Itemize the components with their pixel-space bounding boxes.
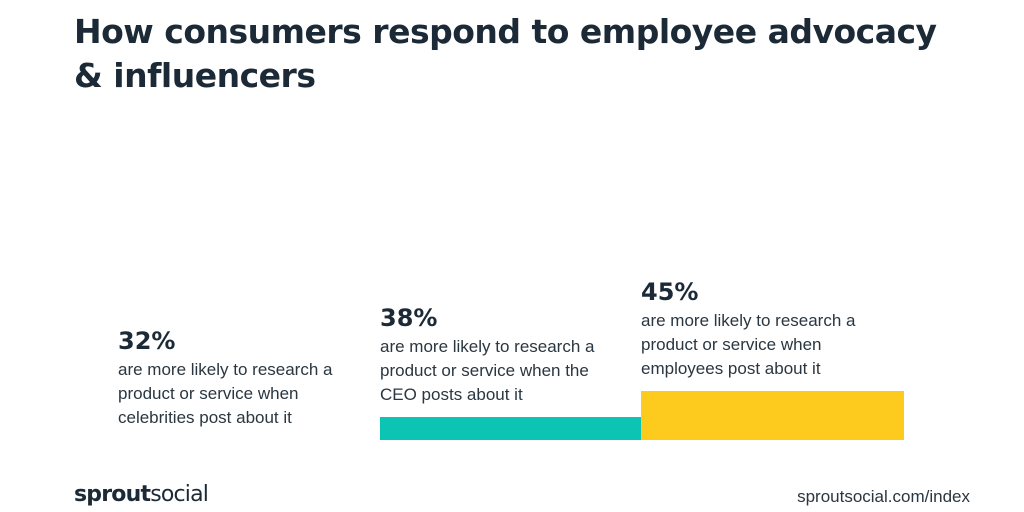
brand-name-bold: sprout [74, 482, 151, 507]
bar-employees [641, 390, 904, 440]
data-label-description: are more likely to research a product or… [380, 337, 595, 405]
bar-label-block: 45% are more likely to research a product… [641, 277, 881, 381]
chart-title: How consumers respond to employee advoca… [74, 12, 937, 95]
bar-label-block: 32% are more likely to research a product… [118, 326, 358, 430]
data-label-percent: 38% [380, 304, 438, 333]
data-label-description: are more likely to research a product or… [641, 310, 856, 378]
bar-the-ceo [380, 417, 642, 440]
bar-label-block: 38% are more likely to research a product… [380, 303, 620, 407]
data-label-description: are more likely to research a product or… [118, 360, 333, 427]
brand-name-regular: social [150, 482, 209, 507]
source-url: sproutsocial.com/index [797, 487, 970, 506]
sprout-social-logo: sproutsocial [74, 481, 209, 509]
data-label-percent: 32% [118, 327, 176, 355]
data-label-percent: 45% [641, 277, 699, 306]
